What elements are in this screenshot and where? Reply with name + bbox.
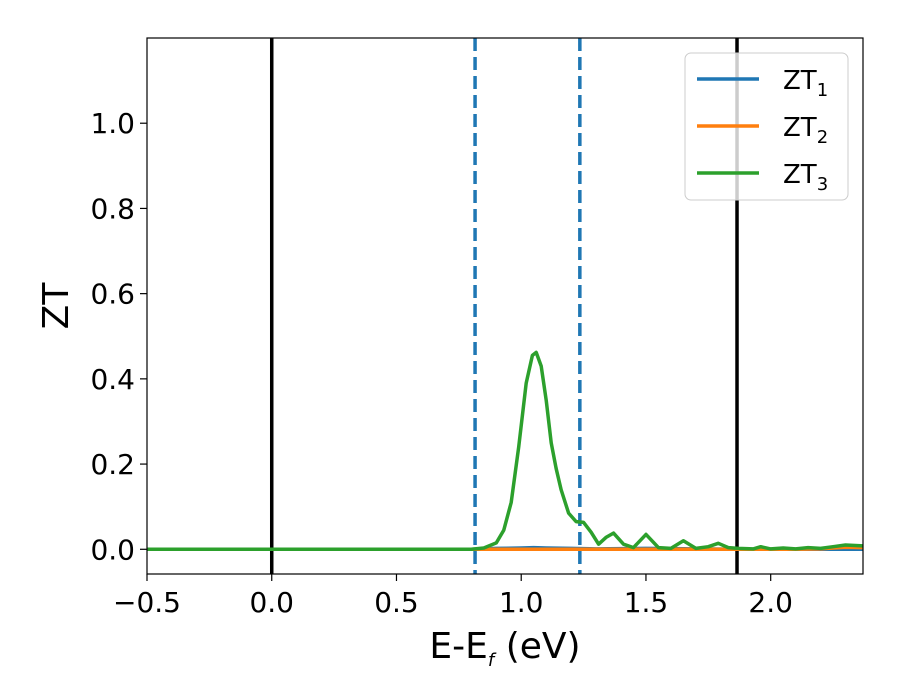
y-tick-label: 0.8 (90, 192, 135, 225)
legend: ZT1 ZT2 ZT3 (684, 52, 849, 201)
y-axis-label: ZT (36, 282, 77, 330)
legend-label-zt1: ZT1 (783, 66, 828, 101)
series-lines (147, 350, 863, 552)
y-tick-label: 0.0 (90, 533, 135, 566)
y-tick-label: 1.0 (90, 107, 135, 140)
x-tick-label: 0.0 (249, 586, 294, 619)
legend-label-zt2: ZT2 (783, 113, 828, 148)
series-line-zt3 (147, 350, 863, 552)
x-axis-ticks: −0.5 0.0 0.5 1.0 1.5 2.0 (113, 574, 793, 619)
y-axis-ticks: 0.0 0.2 0.4 0.6 0.8 1.0 (90, 107, 147, 566)
x-tick-label: 1.5 (624, 586, 669, 619)
legend-label-zt3: ZT3 (783, 160, 828, 195)
y-tick-label: 0.2 (90, 448, 135, 481)
x-axis-label: E-Ef (eV) (429, 626, 580, 671)
y-tick-label: 0.4 (90, 363, 135, 396)
legend-box (684, 52, 849, 201)
x-tick-label: 0.5 (374, 586, 419, 619)
x-tick-label: 1.0 (499, 586, 544, 619)
x-tick-label: −0.5 (113, 586, 181, 619)
y-tick-label: 0.6 (90, 278, 135, 311)
reference-lines (269, 38, 739, 574)
x-tick-label: 2.0 (748, 586, 793, 619)
plot-frame (146, 37, 864, 575)
